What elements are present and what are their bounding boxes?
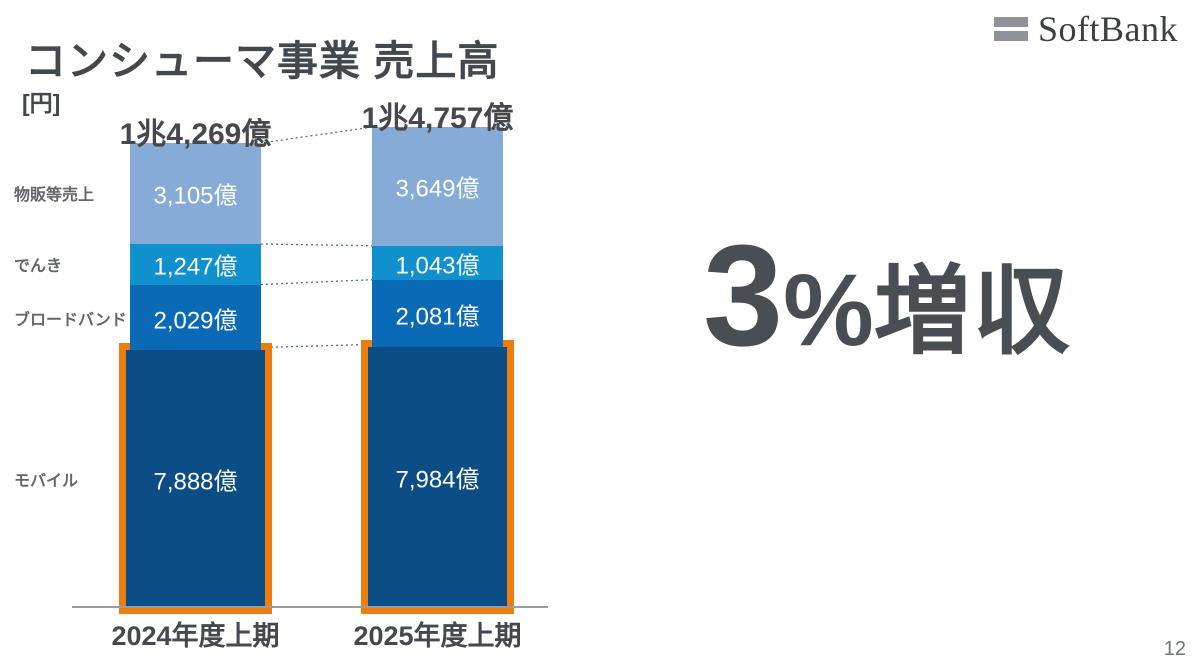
headline-percent-sign: % [783,253,874,367]
segment-value-モバイル-2024: 7,888億 [153,468,238,496]
segment-value-ブロードバンド-2024: 2,029億 [153,307,238,334]
segment-value-ブロードバンド-2025: 2,081億 [395,303,480,331]
connector-line-1 [260,343,373,349]
segment-value-モバイル-2025: 7,984億 [395,466,480,494]
headline-3-percent-increase: 3% 増収 [703,224,1072,368]
softbank-logo-text: SoftBank [1037,9,1178,49]
bar-segment-物販等売上-2025 [372,127,503,246]
category-label-ブロードバンド: ブロードバンド [14,311,127,329]
softbank-logo: SoftBank [993,8,1178,50]
logo-bar-top [993,17,1028,27]
logo-bar-bottom [993,31,1028,41]
slide-title: コンシューマ事業 売上高 [25,38,500,84]
segment-value-物販等売上-2024: 3,105億 [153,182,238,210]
segment-connector-lines [260,126,373,349]
connector-line-4 [260,126,373,144]
connector-line-3 [260,243,373,247]
bar-segment-でんき-2025 [372,245,503,280]
headline-text: 増収 [873,257,1072,366]
stacked-bar-chart: 7,888億 2,029億 1,247億 3,105億 7,984億 2,081億 1,04… [14,102,548,651]
category-label-物販等売上: 物販等売上 [14,187,95,205]
page-number: 12 [1163,638,1186,660]
segment-value-でんき-2025: 1,043億 [395,252,480,280]
x-axis-label-2024: 2024年度上期 [111,621,280,651]
total-label-2025: 1兆4,757億 [361,102,514,136]
bar-segment-ブロードバンド-2025 [372,279,503,348]
category-label-でんき: でんき [14,258,63,276]
connector-line-2 [260,279,373,286]
total-label-2024: 1兆4,269億 [119,118,272,151]
segment-value-物販等売上-2025: 3,649億 [395,175,480,203]
softbank-logo-icon [993,17,1028,41]
segment-value-でんき-2024: 1,247億 [153,253,238,281]
bar-segment-ブロードバンド-2024 [130,284,261,351]
category-label-モバイル: モバイル [14,472,79,490]
x-axis-label-2025: 2025年度上期 [353,621,522,651]
bar-segment-物販等売上-2024 [130,143,261,244]
unit-label: [円] [22,90,61,116]
bar-segment-モバイル-2024 [119,343,272,614]
bar-segment-モバイル-2025 [361,340,514,614]
x-axis-line [72,606,548,608]
headline-number: 3 [703,215,784,376]
bar-segment-でんき-2024 [130,243,261,285]
